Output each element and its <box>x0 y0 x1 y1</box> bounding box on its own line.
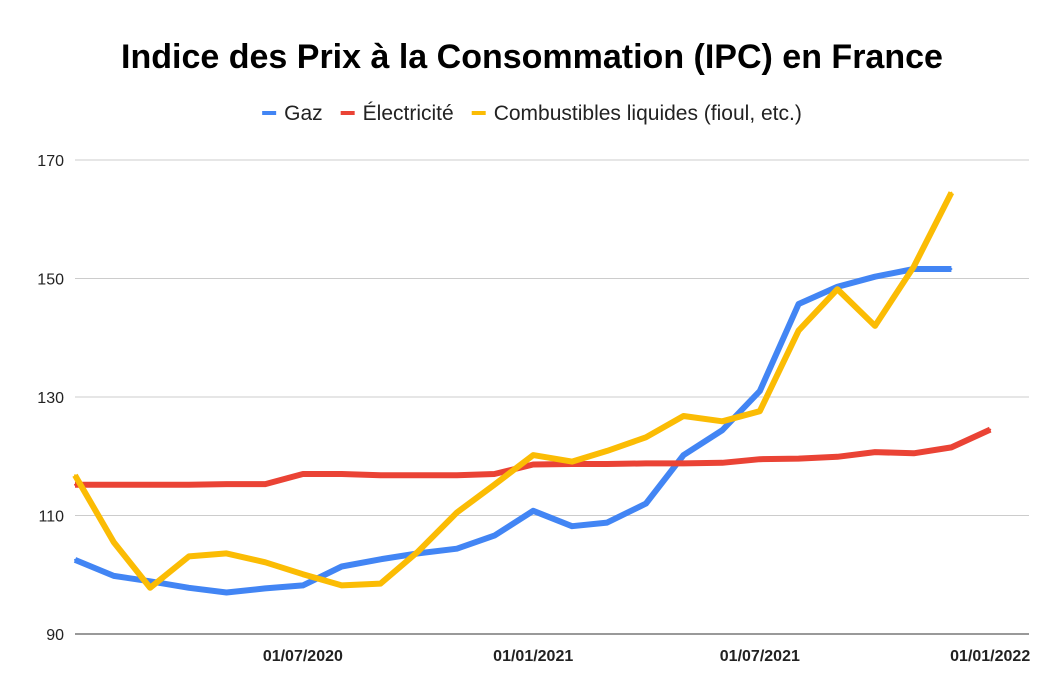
series-line <box>72 191 955 591</box>
data-point <box>606 449 609 452</box>
data-point <box>758 390 761 393</box>
data-point <box>606 463 609 465</box>
y-tick-label: 170 <box>37 153 64 170</box>
data-point <box>682 454 685 457</box>
data-point <box>74 558 76 561</box>
y-tick-label: 150 <box>37 272 64 289</box>
data-point <box>836 288 839 291</box>
data-point <box>532 454 535 457</box>
data-point <box>225 552 228 555</box>
data-point <box>455 511 458 514</box>
data-point <box>112 574 115 577</box>
data-point <box>493 483 496 486</box>
data-point <box>340 473 343 475</box>
data-point <box>379 474 382 477</box>
data-point <box>455 547 458 550</box>
x-tick-label: 01/01/2021 <box>493 648 573 665</box>
data-point <box>950 191 953 194</box>
data-point <box>721 420 724 423</box>
data-point <box>758 458 761 461</box>
data-point <box>571 460 573 463</box>
data-point <box>571 525 573 528</box>
data-point <box>112 483 115 486</box>
data-point <box>417 550 419 553</box>
data-point <box>797 457 800 460</box>
data-point <box>455 474 458 477</box>
legend-label: Gaz <box>284 102 323 125</box>
data-point <box>644 462 647 465</box>
data-point <box>301 573 304 576</box>
data-point <box>379 558 382 561</box>
data-point <box>950 446 953 449</box>
data-point <box>912 452 915 455</box>
data-point <box>379 582 382 585</box>
data-point <box>74 474 76 477</box>
data-point <box>493 473 496 475</box>
data-point <box>912 265 915 268</box>
data-point <box>149 586 152 589</box>
series-lines <box>72 191 992 596</box>
data-point <box>644 502 647 505</box>
series-2 <box>72 191 955 591</box>
data-point <box>74 483 76 486</box>
data-point <box>264 561 267 564</box>
data-point <box>989 428 992 431</box>
series-line <box>73 266 952 596</box>
data-point <box>149 580 152 583</box>
data-point <box>340 584 343 587</box>
x-tick-label: 01/01/2022 <box>950 648 1030 665</box>
data-point <box>225 483 228 486</box>
legend-label: Électricité <box>363 102 454 125</box>
data-point <box>187 586 190 589</box>
legend: Gaz Électricité Combustibles liquides (fio… <box>262 102 802 125</box>
data-point <box>301 584 304 587</box>
data-point <box>417 474 419 477</box>
data-point <box>264 483 267 486</box>
data-point <box>644 436 647 439</box>
data-point <box>874 275 876 278</box>
data-point <box>606 521 609 524</box>
data-point <box>187 555 190 558</box>
data-point <box>874 324 876 327</box>
x-tick-label: 01/07/2021 <box>720 648 800 665</box>
data-point <box>682 462 685 465</box>
gridlines <box>75 159 1029 635</box>
data-point <box>682 415 685 417</box>
data-point <box>493 534 496 537</box>
data-point <box>797 329 800 332</box>
legend-item: Combustibles liquides (fioul, etc.) <box>471 102 802 125</box>
data-point <box>340 565 343 568</box>
series-0 <box>73 266 953 596</box>
data-point <box>721 429 724 432</box>
data-point <box>112 541 115 544</box>
data-point <box>532 463 535 466</box>
chart-title: Indice des Prix à la Consommation (IPC) … <box>121 38 943 76</box>
data-point <box>149 483 152 486</box>
x-tick-label: 01/07/2020 <box>263 648 343 665</box>
legend-label: Combustibles liquides (fioul, etc.) <box>494 102 802 125</box>
data-point <box>301 473 304 475</box>
y-tick-label: 90 <box>46 627 64 644</box>
y-tick-label: 130 <box>37 390 64 407</box>
data-point <box>950 268 953 270</box>
series-1 <box>74 426 992 488</box>
data-point <box>797 303 800 305</box>
data-point <box>532 509 535 512</box>
data-point <box>758 410 761 413</box>
data-point <box>187 483 190 486</box>
legend-item: Gaz <box>262 102 323 125</box>
data-point <box>264 587 267 590</box>
data-point <box>721 461 724 464</box>
data-point <box>874 451 876 454</box>
y-axis-ticks: 90 110 130 150 170 <box>37 153 64 644</box>
y-tick-label: 110 <box>38 509 64 526</box>
legend-item: Électricité <box>340 102 454 125</box>
x-axis-ticks: 01/07/2020 01/01/2021 01/07/2021 01/01/2022 <box>263 648 1031 665</box>
data-point <box>836 455 839 458</box>
data-point <box>225 591 228 594</box>
